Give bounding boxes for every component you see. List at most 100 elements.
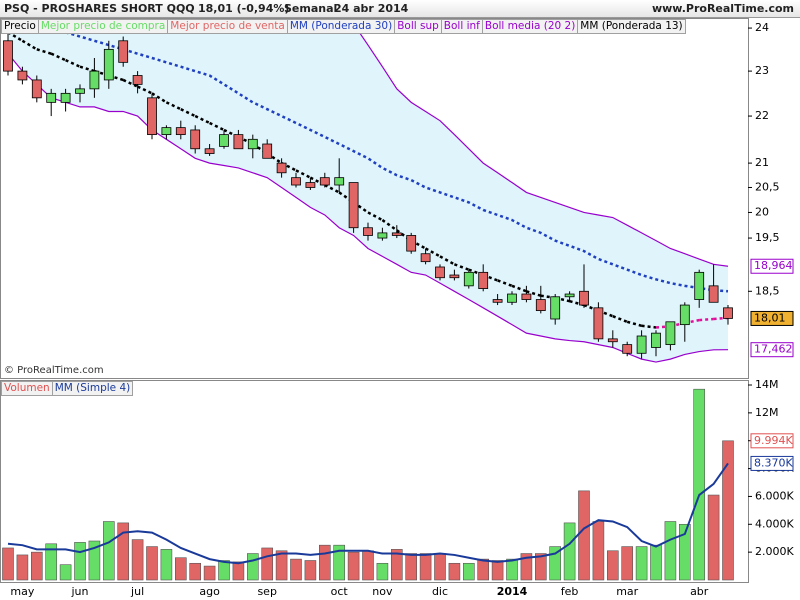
- date: 24 abr 2014: [334, 2, 409, 15]
- y-tick-label: 4.000K: [755, 517, 794, 530]
- volume-bar: [16, 554, 29, 581]
- watermark: © ProRealTime.com: [4, 365, 104, 376]
- volume-bar: [722, 440, 734, 581]
- volume-bar: [635, 546, 648, 581]
- volume-bar: [664, 521, 677, 581]
- ma-segment: [381, 219, 398, 232]
- last-value-label: 18,01: [754, 311, 786, 324]
- price-frame: [0, 18, 749, 379]
- ma-segment: [65, 59, 81, 68]
- site: www.ProRealTime.com: [651, 2, 794, 15]
- volume-bar: [103, 521, 115, 581]
- volume-bar: [707, 494, 720, 581]
- volume-bar: [606, 550, 619, 581]
- candle-body: [276, 162, 287, 174]
- candle-body: [219, 134, 229, 147]
- y-tick-label: 20,5: [755, 180, 780, 193]
- candle-body: [708, 285, 719, 303]
- candle-body: [348, 182, 359, 229]
- candle-body: [478, 271, 489, 289]
- ma-segment: [497, 279, 513, 288]
- volume-bar: [131, 539, 144, 581]
- x-tick-label: may: [10, 585, 34, 598]
- volume-bar: [247, 553, 259, 581]
- volume-legend: Volumen MM (Simple 4): [1, 381, 134, 396]
- volume-bar: [59, 564, 72, 581]
- candle-body: [564, 293, 575, 298]
- volume-bar: [232, 561, 245, 581]
- last-value-label: 17,462: [754, 343, 793, 356]
- x-tick-label: feb: [561, 585, 579, 598]
- legend-entry: MM (Simple 4): [51, 381, 134, 396]
- candle-body: [550, 296, 561, 320]
- ma-segment: [612, 315, 628, 323]
- last-value-box: [750, 310, 794, 326]
- legend-entry: Boll media (20 2): [481, 19, 579, 34]
- candle-body: [363, 227, 373, 236]
- ma-segment: [526, 290, 542, 297]
- candle-body: [334, 177, 345, 186]
- ma-segment: [324, 183, 340, 194]
- volume-bar: [491, 560, 504, 581]
- candle-body: [535, 299, 546, 312]
- volume-bar: [290, 558, 302, 581]
- volume-bar: [347, 551, 360, 581]
- ma-segment: [295, 169, 311, 179]
- candle-body: [89, 70, 100, 90]
- legend-entry: Boll sup: [394, 19, 442, 34]
- x-tick-label: 2014: [497, 585, 528, 598]
- legend-entry: Mejor precio de compra: [37, 19, 169, 34]
- legend-entry: Volumen: [1, 381, 53, 396]
- candle-body: [233, 134, 244, 150]
- candle-body: [579, 290, 589, 306]
- volume-bar: [117, 522, 129, 581]
- price-legend: Precio Mejor precio de compra Mejor precio…: [1, 19, 686, 34]
- ma-segment: [21, 39, 38, 51]
- volume-bar: [45, 543, 58, 581]
- volume-bar: [175, 557, 187, 581]
- volume-bar: [160, 549, 173, 581]
- x-tick-label: ago: [199, 585, 220, 598]
- candle-body: [161, 127, 172, 136]
- x-tick-label: mar: [616, 585, 638, 598]
- candle-body: [651, 332, 661, 348]
- volume-bar: [650, 544, 662, 581]
- candle-body: [3, 40, 13, 72]
- ma-segment: [79, 65, 95, 73]
- candle-body: [406, 235, 417, 252]
- candle-body: [694, 271, 705, 300]
- period: Semanal: [284, 2, 338, 15]
- volume-ma-line: [7, 462, 729, 565]
- y-tick-label: 6.000K: [755, 489, 794, 502]
- x-tick-label: sep: [257, 585, 276, 598]
- candle-body: [247, 138, 258, 150]
- header: PSQ - PROSHARES SHORT QQQ 18,01 (-0,94%)…: [0, 0, 800, 18]
- candle-body: [723, 307, 733, 319]
- legend-entry: Boll inf: [440, 19, 483, 34]
- ma-segment: [626, 320, 642, 327]
- candle-body: [31, 79, 42, 99]
- candle-body: [463, 271, 474, 287]
- candle-body: [507, 293, 517, 303]
- ma-segment: [209, 121, 225, 132]
- volume-bar: [592, 521, 605, 581]
- y-tick-label: 21: [755, 156, 769, 169]
- ma-segment: [699, 317, 714, 322]
- ma-segment: [122, 78, 139, 88]
- volume-bar: [462, 562, 475, 581]
- volume-bar: [405, 553, 418, 581]
- ma-segment: [36, 48, 52, 55]
- ma-segment: [137, 85, 153, 95]
- candle-body: [492, 299, 503, 303]
- y-tick-label: 24: [755, 21, 769, 34]
- ma-segment: [50, 52, 67, 62]
- volume-bar: [261, 547, 274, 581]
- candle-body: [305, 182, 316, 188]
- volume-frame: [0, 380, 749, 583]
- quote: 18,01 (-0,94%): [198, 2, 290, 15]
- candle-body: [665, 321, 676, 346]
- candle-body: [449, 274, 460, 279]
- y-tick-label: 20: [755, 205, 769, 218]
- candle-body: [118, 40, 129, 63]
